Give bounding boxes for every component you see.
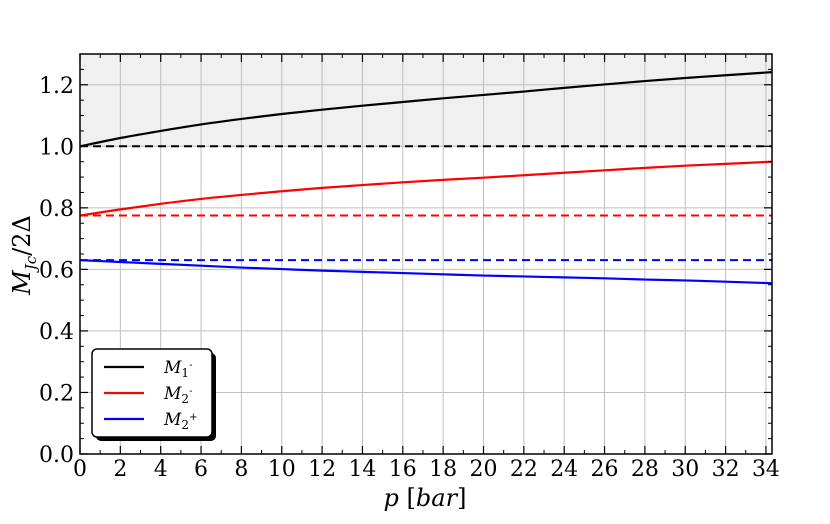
y-tick-label: 0.8	[39, 197, 74, 222]
svg-text:MJc/2Δ: MJc/2Δ	[8, 215, 40, 296]
x-tick-label: 22	[510, 457, 538, 482]
x-tick-label: 18	[429, 457, 457, 482]
y-tick-label: 0.2	[39, 381, 74, 406]
y-tick-label: 1.0	[39, 135, 74, 160]
x-tick-label: 2	[113, 457, 127, 482]
x-tick-labels: 0 2 4 6 8 10 12 14 16 18 20 22 24 26 28 30 32 34	[73, 457, 780, 482]
x-axis-label: p [bar]	[384, 484, 467, 512]
x-tick-label: 34	[752, 457, 780, 482]
x-tick-label: 6	[194, 457, 208, 482]
y-tick-label: 0.0	[39, 443, 74, 468]
legend-label: M2+	[163, 410, 197, 432]
legend: M1- M2- M2+	[91, 348, 216, 441]
x-tick-label: 32	[712, 457, 740, 482]
y-tick-labels: 0.0 0.2 0.4 0.6 0.8 1.0 1.2	[39, 74, 74, 468]
series-line	[79, 259, 773, 285]
x-tick-label: 20	[469, 457, 497, 482]
x-tick-label: 28	[631, 457, 659, 482]
legend-box	[91, 348, 213, 438]
series-line	[79, 160, 773, 217]
y-tick-label: 0.4	[39, 320, 74, 345]
x-tick-label: 16	[389, 457, 417, 482]
series-line	[79, 71, 773, 148]
y-tick-label: 1.2	[39, 74, 74, 99]
x-tick-label: 10	[268, 457, 296, 482]
x-tick-label: 8	[234, 457, 248, 482]
reference-lines	[80, 145, 772, 262]
y-tick-label: 0.6	[39, 258, 74, 283]
ticks	[79, 54, 772, 455]
legend-label: M2-	[163, 384, 192, 406]
x-tick-label: 24	[550, 457, 578, 482]
legend-label: M1-	[163, 358, 192, 380]
y-axis-label: MJc/2Δ	[8, 215, 40, 296]
x-tick-label: 0	[73, 457, 87, 482]
x-tick-label: 14	[348, 457, 376, 482]
x-tick-label: 30	[671, 457, 699, 482]
series-lines	[79, 71, 773, 285]
x-tick-label: 4	[154, 457, 168, 482]
x-tick-label: 12	[308, 457, 336, 482]
x-tick-label: 26	[591, 457, 619, 482]
